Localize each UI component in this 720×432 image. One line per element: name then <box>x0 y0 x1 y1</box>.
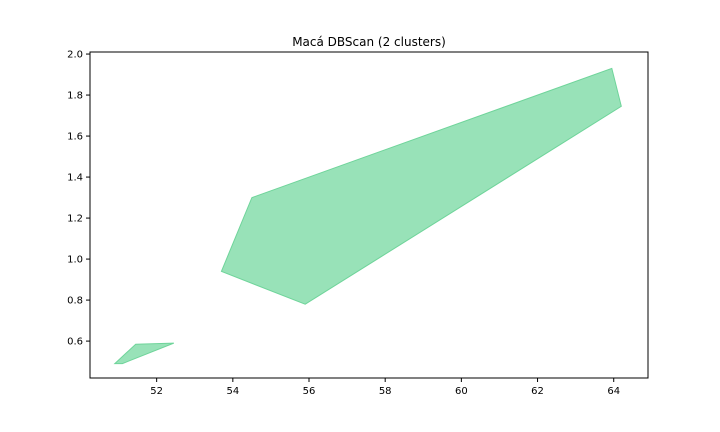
x-tick-label: 52 <box>150 386 163 397</box>
y-tick-label: 0.6 <box>67 337 83 348</box>
y-tick-label: 2.0 <box>67 50 83 61</box>
y-axis: 0.6 0.8 1.0 1.2 1.4 1.6 1.8 2.0 <box>67 50 90 348</box>
x-tick-label: 60 <box>455 386 468 397</box>
y-tick-label: 1.2 <box>67 214 83 225</box>
x-tick-label: 64 <box>607 386 620 397</box>
cluster-polygon-2 <box>220 67 622 305</box>
x-tick-label: 56 <box>303 386 316 397</box>
x-axis: 52 54 56 58 60 62 64 <box>150 378 620 397</box>
x-tick-label: 62 <box>531 386 544 397</box>
y-tick-label: 0.8 <box>67 296 83 307</box>
chart-title: Macá DBScan (2 clusters) <box>292 35 446 49</box>
plot-frame <box>89 51 649 379</box>
y-tick-label: 1.4 <box>67 173 83 184</box>
y-tick-label: 1.6 <box>67 132 83 143</box>
cluster-polygons <box>113 67 622 365</box>
y-tick-label: 1.0 <box>67 255 83 266</box>
x-tick-label: 58 <box>379 386 392 397</box>
x-tick-label: 54 <box>226 386 239 397</box>
y-tick-label: 1.8 <box>67 91 83 102</box>
cluster-polygon-1 <box>113 342 174 365</box>
